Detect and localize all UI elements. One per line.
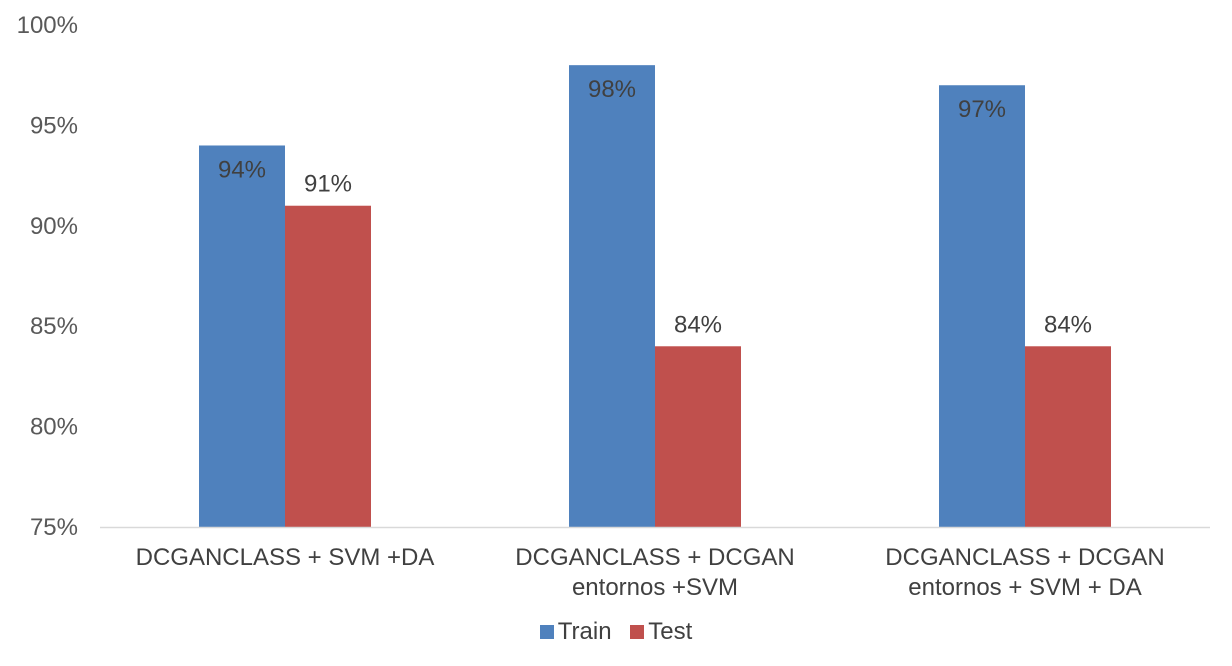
y-tick-label: 85%: [30, 313, 78, 340]
data-label-train: 94%: [218, 156, 266, 183]
x-axis-category-labels: DCGANCLASS + SVM +DA DCGANCLASS + DCGAN en…: [136, 544, 1165, 601]
y-tick-label: 95%: [30, 112, 78, 139]
bar-train: [199, 145, 285, 528]
data-label-train: 97%: [958, 96, 1006, 123]
x-category-label: DCGANCLASS + DCGAN entornos + SVM + DA: [885, 544, 1164, 601]
legend-item-test: Test: [630, 618, 692, 646]
legend-item-train: Train: [539, 618, 612, 646]
legend: Train Test: [0, 618, 1232, 646]
y-tick-label: 75%: [30, 514, 78, 541]
bars: [199, 65, 1111, 528]
y-tick-label: 90%: [30, 213, 78, 240]
legend-swatch-train: [539, 625, 554, 639]
bar-train: [569, 65, 655, 527]
data-label-train: 98%: [588, 76, 636, 103]
data-labels: 94% 98% 97% 91% 84% 84%: [218, 76, 1092, 338]
bar-test: [285, 205, 371, 527]
legend-label-train: Train: [557, 618, 612, 645]
data-label-test: 84%: [1044, 311, 1092, 338]
data-label-test: 84%: [674, 311, 722, 338]
y-tick-label: 80%: [30, 414, 78, 441]
data-label-test: 91%: [304, 171, 352, 198]
bar-test: [655, 346, 741, 527]
legend-swatch-test: [630, 625, 645, 639]
y-axis-tick-labels: 75% 80% 85% 90% 95% 100%: [17, 12, 78, 541]
legend-label-test: Test: [648, 618, 693, 645]
bar-train: [939, 85, 1025, 528]
x-category-label: DCGANCLASS + SVM +DA: [136, 544, 435, 571]
x-category-label: DCGANCLASS + DCGAN entornos +SVM: [515, 544, 794, 601]
y-tick-label: 100%: [17, 12, 78, 39]
bar-test: [1025, 346, 1111, 527]
